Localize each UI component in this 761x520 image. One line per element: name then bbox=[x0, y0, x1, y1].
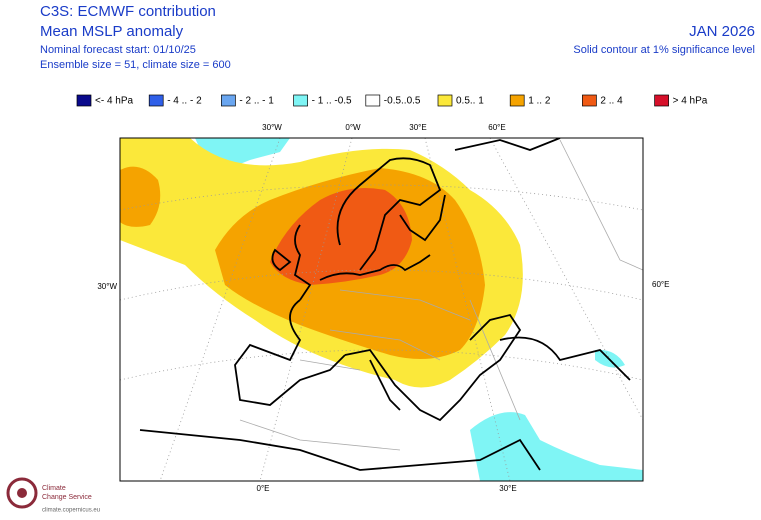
lon-label: 30°W bbox=[262, 123, 282, 132]
forecast-start: Nominal forecast start: 01/10/25 bbox=[40, 44, 196, 56]
title: C3S: ECMWF contribution bbox=[40, 3, 216, 20]
logo-icon bbox=[6, 477, 38, 509]
legend-label: <- 4 hPa bbox=[95, 96, 134, 107]
negative-anomaly-area bbox=[595, 349, 625, 368]
legend-swatch bbox=[365, 94, 381, 107]
lon-label: 0°W bbox=[345, 123, 361, 132]
legend-swatch bbox=[293, 94, 308, 107]
legend-label: - 2 .. - 1 bbox=[239, 96, 274, 107]
legend-swatch bbox=[437, 94, 453, 107]
legend-swatch bbox=[582, 94, 597, 107]
positive-anomaly-area bbox=[270, 187, 412, 285]
borders bbox=[239, 139, 643, 451]
legend: <- 4 hPa - 4 .. - 2 - 2 .. - 1 - 1 .. -0.5 -… bbox=[76, 94, 708, 107]
legend-label: - 1 .. -0.5 bbox=[312, 96, 352, 107]
lon-label: 30°E bbox=[499, 484, 516, 493]
axis-labels: 30°W 0°W 30°E 60°E 30°W 60°E 0°E 30°E bbox=[97, 123, 669, 493]
map bbox=[120, 138, 643, 481]
logo: Climate Change Service climate.copernicu… bbox=[6, 477, 100, 514]
legend-label: > 4 hPa bbox=[673, 96, 708, 107]
map-frame bbox=[119, 137, 644, 482]
legend-swatch bbox=[221, 94, 236, 107]
legend-swatch bbox=[654, 94, 669, 107]
lon-label: 0°E bbox=[257, 484, 270, 493]
positive-anomaly-area bbox=[120, 166, 161, 227]
logo-text: Climate bbox=[42, 485, 66, 492]
legend-swatch bbox=[509, 94, 525, 107]
legend-label: 1 .. 2 bbox=[528, 96, 551, 107]
legend-swatch bbox=[148, 94, 164, 107]
lat-label: 60°E bbox=[652, 280, 669, 289]
logo-icon bbox=[17, 488, 27, 498]
legend-swatch bbox=[76, 94, 92, 107]
legend-label: - 4 .. - 2 bbox=[167, 96, 202, 107]
legend-label: 2 .. 4 bbox=[600, 96, 623, 107]
period: JAN 2026 bbox=[689, 23, 755, 40]
legend-label: -0.5..0.5 bbox=[384, 96, 421, 107]
coastlines bbox=[139, 138, 631, 471]
lon-label: 60°E bbox=[488, 123, 505, 132]
logo-url: climate.copernicus.eu bbox=[42, 508, 100, 514]
subtitle: Mean MSLP anomaly bbox=[40, 23, 184, 40]
legend-label: 0.5.. 1 bbox=[456, 96, 484, 107]
lat-label: 30°W bbox=[97, 282, 117, 291]
lon-label: 30°E bbox=[409, 123, 426, 132]
negative-anomaly-area bbox=[470, 412, 643, 481]
ensemble-size: Ensemble size = 51, climate size = 600 bbox=[40, 59, 231, 71]
graticule bbox=[120, 138, 643, 481]
significance-note: Solid contour at 1% significance level bbox=[573, 44, 755, 56]
logo-text: Change Service bbox=[42, 494, 92, 501]
